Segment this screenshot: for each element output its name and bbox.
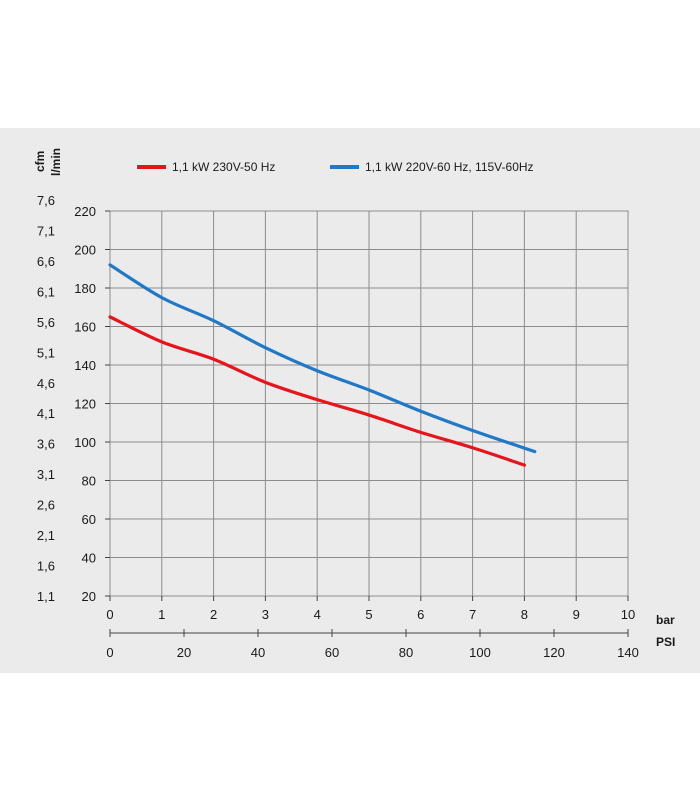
tick-label-lmin: 160: [74, 320, 96, 335]
tick-label-cfm: 3,6: [37, 437, 55, 452]
tick-label-bar: 8: [521, 607, 528, 622]
tick-label-bar: 0: [106, 607, 113, 622]
tick-label-lmin: 80: [82, 474, 96, 489]
tick-label-lmin: 120: [74, 397, 96, 412]
tick-label-bar: 2: [210, 607, 217, 622]
tick-label-lmin: 40: [82, 551, 96, 566]
tick-label-cfm: 7,1: [37, 223, 55, 238]
tick-label-lmin: 140: [74, 358, 96, 373]
tick-label-cfm: 6,6: [37, 254, 55, 269]
y-axis-cfm-label: cfm: [33, 151, 47, 172]
tick-label-psi: 100: [469, 645, 491, 660]
tick-label-bar: 1: [158, 607, 165, 622]
tick-label-psi: 80: [399, 645, 413, 660]
tick-label-lmin: 60: [82, 512, 96, 527]
x-axis-bottom: 0 1 2 3 4 5 6 7 8 9 100 20 40 60 80 100 120 140: [106, 596, 639, 660]
tick-label-cfm: 4,1: [37, 406, 55, 421]
tick-label-psi: 40: [251, 645, 265, 660]
tick-label-cfm: 6,1: [37, 284, 55, 299]
tick-label-lmin: 20: [82, 589, 96, 604]
tick-label-bar: 7: [469, 607, 476, 622]
tick-label-lmin: 220: [74, 204, 96, 219]
grid: [109, 210, 629, 597]
tick-label-cfm: 2,1: [37, 528, 55, 543]
legend-label-230v: 1,1 kW 230V-50 Hz: [172, 160, 275, 174]
tick-label-cfm: 5,6: [37, 315, 55, 330]
tick-label-cfm: 1,1: [37, 589, 55, 604]
tick-label-psi: 20: [177, 645, 191, 660]
x-axis-psi-label: PSI: [656, 635, 675, 649]
chart: 220200180160140120100806040207,67,16,66,…: [33, 148, 675, 660]
y-axis-left: 220 200 180 160 140 120 100 80 60 40 20 7,6 7,1 6,6 6,…: [37, 193, 110, 604]
tick-label-psi: 0: [106, 645, 113, 660]
series-line-220v: [108, 263, 537, 454]
tick-label-psi: 140: [617, 645, 639, 660]
tick-label-cfm: 5,1: [37, 345, 55, 360]
tick-label-psi: 60: [325, 645, 339, 660]
legend: 1,1 kW 230V-50 Hz 1,1 kW 220V-60 Hz, 115…: [137, 160, 534, 174]
x-axis-bar-label: bar: [656, 613, 675, 627]
series-line-230v: [108, 315, 526, 467]
tick-label-bar: 4: [314, 607, 321, 622]
tick-label-cfm: 1,6: [37, 559, 55, 574]
tick-label-bar: 5: [365, 607, 372, 622]
chart-panel: 220 200 180 160 140 120 100 80 60 40 20 7,6 7,1 6,6 6,…: [0, 128, 700, 673]
tick-label-cfm: 3,1: [37, 467, 55, 482]
y-axis-lmin-label: l/min: [49, 148, 63, 176]
tick-label-bar: 6: [417, 607, 424, 622]
tick-label-lmin: 180: [74, 281, 96, 296]
tick-label-cfm: 7,6: [37, 193, 55, 208]
tick-label-cfm: 4,6: [37, 376, 55, 391]
tick-label-psi: 120: [543, 645, 565, 660]
tick-label-bar: 10: [621, 607, 635, 622]
tick-label-lmin: 100: [74, 435, 96, 450]
series-lines: [108, 263, 537, 467]
tick-label-lmin: 200: [74, 243, 96, 258]
tick-label-bar: 3: [262, 607, 269, 622]
legend-label-220v: 1,1 kW 220V-60 Hz, 115V-60Hz: [365, 160, 534, 174]
tick-label-bar: 9: [573, 607, 580, 622]
tick-label-cfm: 2,6: [37, 498, 55, 513]
